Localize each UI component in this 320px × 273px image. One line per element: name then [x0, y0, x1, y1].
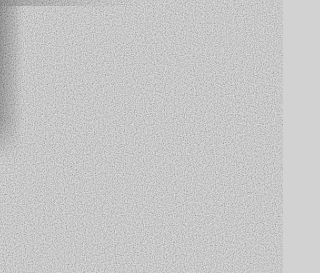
textured-image — [0, 0, 283, 273]
page — [0, 0, 283, 273]
grain-texture — [0, 0, 283, 273]
